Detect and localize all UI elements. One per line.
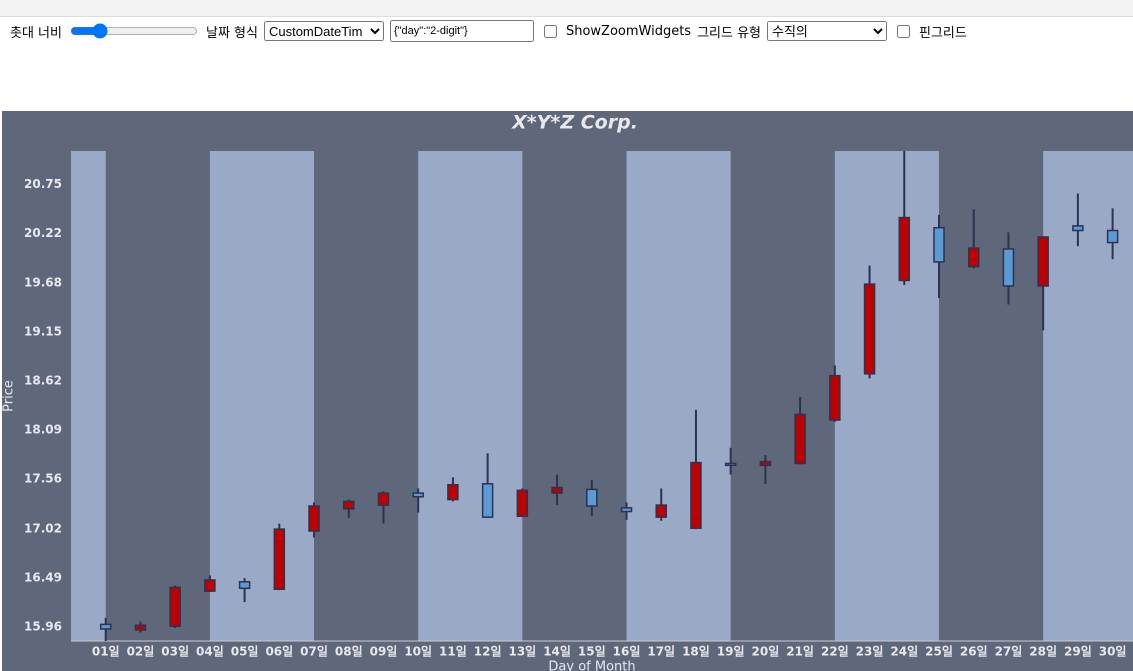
candle-body xyxy=(273,528,286,590)
x-tick-label: 10일 xyxy=(404,645,432,659)
zoom-checkbox[interactable] xyxy=(543,24,557,38)
candle-body xyxy=(1106,229,1119,244)
candle-body xyxy=(724,462,737,467)
candle-body xyxy=(412,492,424,498)
x-tick-label: 02일 xyxy=(127,645,155,659)
x-tick-label: 14일 xyxy=(543,645,571,659)
toolbar: 촛대 너비 날짜 형식 CustomDateTim ShowZoomWidget… xyxy=(10,20,967,42)
label: 날짜 형식 xyxy=(205,25,258,41)
x-tick-label: 17일 xyxy=(647,645,675,659)
y-tick-label: 17.56 xyxy=(24,472,62,486)
candle-body xyxy=(343,500,355,510)
x-tick-label: 16일 xyxy=(613,645,641,659)
y-tick-label: 19.15 xyxy=(24,325,62,339)
candle-body xyxy=(1037,236,1049,287)
x-tick-label: 25일 xyxy=(925,645,953,659)
candle-body xyxy=(377,492,390,506)
candle-body xyxy=(308,505,320,532)
x-tick-label: 23일 xyxy=(856,645,884,659)
x-tick-label: 04일 xyxy=(196,645,224,659)
x-tick-label: 06일 xyxy=(265,645,293,659)
x-tick-label: 15일 xyxy=(578,645,606,659)
label: 핀그리드 xyxy=(919,25,967,41)
candle-body xyxy=(447,484,459,501)
candle-body xyxy=(863,283,876,375)
x-tick-label: 11일 xyxy=(439,645,467,659)
candle-body xyxy=(759,460,772,467)
x-tick-label: 27일 xyxy=(995,645,1023,659)
candle-body xyxy=(169,586,181,627)
x-tick-label: 12일 xyxy=(474,645,502,659)
candle-body xyxy=(933,226,945,263)
grid-type-select[interactable]: 수직의 xyxy=(767,21,888,41)
label: 촛대 너비 xyxy=(10,25,62,41)
candle-body xyxy=(586,488,598,507)
x-tick-label: 29일 xyxy=(1064,645,1092,659)
y-tick-label: 17.02 xyxy=(24,522,62,536)
candle-body xyxy=(967,247,980,268)
y-tick-label: 16.49 xyxy=(24,571,62,585)
y-tick-label: 19.68 xyxy=(24,276,62,290)
candle-body xyxy=(551,486,563,494)
y-tick-label: 18.62 xyxy=(24,374,62,388)
candle-body xyxy=(655,504,667,518)
candle-body xyxy=(134,624,147,631)
x-tick-label: 07일 xyxy=(300,645,328,659)
candle-body xyxy=(204,579,216,592)
label: 그리드 유형 xyxy=(697,25,762,41)
grid-band xyxy=(626,151,731,641)
y-axis-title: Price xyxy=(2,380,17,412)
x-tick-label: 28일 xyxy=(1029,645,1057,659)
x-tick-label: 19일 xyxy=(717,645,745,659)
grid-band xyxy=(1043,151,1133,641)
candle-body xyxy=(99,623,112,630)
candle-body xyxy=(238,581,251,590)
date-format-select[interactable]: CustomDateTim xyxy=(263,21,384,41)
x-tick-label: 09일 xyxy=(370,645,398,659)
x-tick-label: 18일 xyxy=(682,645,710,659)
x-tick-label: 24일 xyxy=(890,645,918,659)
x-tick-label: 21일 xyxy=(786,645,814,659)
chart-title: X*Y*Z Corp. xyxy=(511,112,638,134)
chart-background xyxy=(2,111,1133,671)
candle-body xyxy=(516,489,529,517)
x-tick-label: 03일 xyxy=(161,645,189,659)
y-tick-label: 20.22 xyxy=(24,226,62,240)
x-tick-label: 26일 xyxy=(960,645,988,659)
label: ShowZoomWidgets xyxy=(565,23,692,39)
candle-width-slider[interactable] xyxy=(69,23,198,39)
pin-grid-checkbox[interactable] xyxy=(897,24,911,38)
grid-band xyxy=(834,151,939,641)
grid-band xyxy=(418,151,523,641)
top-strip xyxy=(0,0,1133,17)
x-tick-label: 05일 xyxy=(231,645,259,659)
x-tick-label: 20일 xyxy=(752,645,780,659)
chart: X*Y*Z Corp. Day of Month Price 15.96 16.4… xyxy=(2,111,1133,671)
x-tick-label: 01일 xyxy=(92,645,120,659)
candle-body xyxy=(620,507,633,513)
candle-body xyxy=(1002,248,1015,287)
y-tick-label: 18.09 xyxy=(24,423,62,437)
grid-band xyxy=(209,151,315,641)
candle-body xyxy=(481,483,494,518)
x-axis-title: Day of Month xyxy=(548,660,635,671)
date-format-input[interactable] xyxy=(389,20,534,42)
candle-body xyxy=(898,216,911,282)
y-tick-label: 20.75 xyxy=(24,177,62,191)
grid-band xyxy=(71,151,106,641)
candle-body xyxy=(794,413,806,465)
candle-body xyxy=(690,461,702,529)
candle-body xyxy=(829,374,841,421)
x-tick-label: 08일 xyxy=(335,645,363,659)
candle-body xyxy=(1072,225,1084,232)
x-tick-label: 30일 xyxy=(1099,645,1127,659)
y-tick-label: 15.96 xyxy=(24,620,62,634)
x-tick-label: 22일 xyxy=(821,645,849,659)
x-tick-label: 13일 xyxy=(508,645,536,659)
